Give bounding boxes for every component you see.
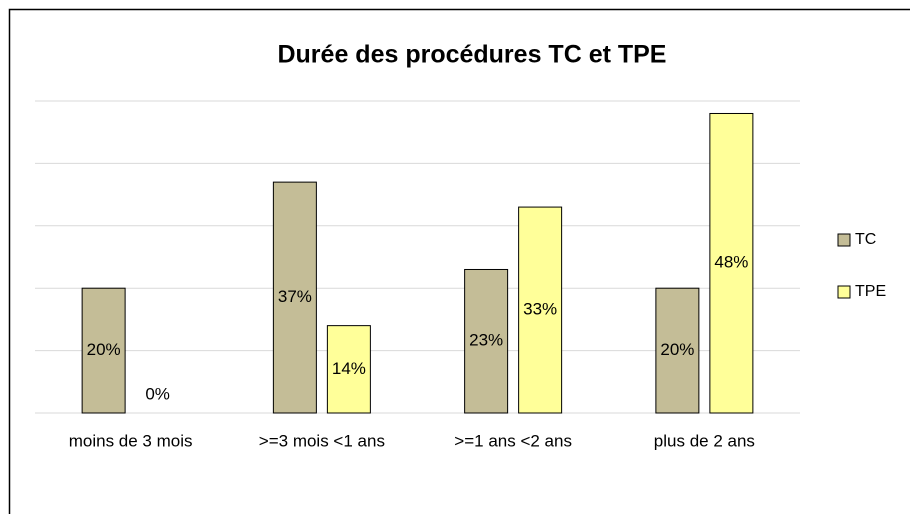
x-tick-label: moins de 3 mois xyxy=(69,431,193,450)
data-label: 20% xyxy=(87,340,121,359)
data-label: 20% xyxy=(660,340,694,359)
data-label: 23% xyxy=(469,331,503,350)
x-tick-label: >=1 ans <2 ans xyxy=(454,431,572,450)
bar xyxy=(655,287,700,414)
data-label: 0% xyxy=(145,384,170,403)
bar xyxy=(709,112,754,414)
chart-title: Durée des procédures TC et TPE xyxy=(277,41,666,69)
data-label: 14% xyxy=(332,359,366,378)
legend-label: TPE xyxy=(855,283,886,300)
data-label: 48% xyxy=(714,253,748,272)
bar xyxy=(272,181,317,414)
data-label: 37% xyxy=(278,287,312,306)
bar xyxy=(464,268,509,414)
bar xyxy=(518,206,563,414)
legend-swatch xyxy=(837,285,851,299)
bar xyxy=(326,325,371,414)
legend-swatch xyxy=(837,233,851,247)
data-label: 33% xyxy=(523,300,557,319)
legend-label: TC xyxy=(855,231,876,248)
chart-border xyxy=(8,8,910,514)
bar xyxy=(81,287,126,414)
x-tick-label: plus de 2 ans xyxy=(654,431,755,450)
x-tick-label: >=3 mois <1 ans xyxy=(259,431,385,450)
